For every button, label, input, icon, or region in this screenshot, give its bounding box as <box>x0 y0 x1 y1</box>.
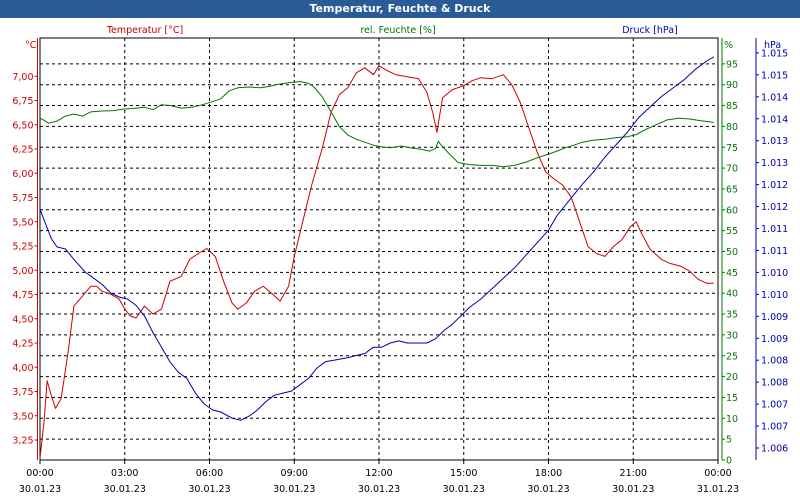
pressure-tick-label: 1.009 <box>761 334 788 345</box>
pressure-tick-label: 1.010 <box>761 268 788 279</box>
temperature-tick-label: 5,00 <box>12 266 33 277</box>
pressure-tick-label: 1.011 <box>761 224 788 235</box>
pressure-tick-label: 1.015 <box>761 48 788 59</box>
x-tick-date-label: 30.01.23 <box>527 484 569 495</box>
x-tick-time-label: 00:00 <box>26 468 53 479</box>
x-tick-date-label: 31.01.23 <box>697 484 739 495</box>
series-line-temperature <box>39 65 714 459</box>
pressure-tick-label: 1.014 <box>761 92 788 103</box>
humidity-tick-label: 20 <box>726 372 738 383</box>
humidity-unit-label: % <box>724 40 733 51</box>
pressure-tick-label: 1.010 <box>761 290 788 301</box>
pressure-tick-label: 1.011 <box>761 246 788 257</box>
chart-title: Temperatur, Feuchte & Druck <box>309 2 491 15</box>
humidity-tick-label: 45 <box>726 268 738 279</box>
pressure-unit-label: hPa <box>764 40 781 51</box>
x-tick-time-label: 03:00 <box>111 468 138 479</box>
temperature-unit-label: °C <box>25 40 37 51</box>
temperature-tick-label: 4,50 <box>12 314 33 325</box>
pressure-tick-label: 1.006 <box>761 444 788 455</box>
legend-humidity: rel. Feuchte [%] <box>360 25 435 36</box>
x-tick-date-label: 30.01.23 <box>188 484 230 495</box>
pressure-tick-label: 1.014 <box>761 114 788 125</box>
pressure-tick-label: 1.008 <box>761 356 788 367</box>
x-tick-date-label: 30.01.23 <box>19 484 61 495</box>
x-tick-date-label: 30.01.23 <box>358 484 400 495</box>
x-tick-time-label: 12:00 <box>365 468 392 479</box>
temperature-tick-label: 4,00 <box>12 363 33 374</box>
pressure-tick-label: 1.007 <box>761 400 788 411</box>
temperature-tick-label: 5,50 <box>12 217 33 228</box>
temperature-tick-label: 3,75 <box>12 387 33 398</box>
humidity-tick-label: 5 <box>726 435 732 446</box>
humidity-tick-label: 40 <box>726 289 738 300</box>
pressure-tick-label: 1.008 <box>761 378 788 389</box>
pressure-tick-label: 1.013 <box>761 136 788 147</box>
x-tick-time-label: 21:00 <box>620 468 647 479</box>
humidity-tick-label: 35 <box>726 310 738 321</box>
humidity-tick-label: 95 <box>726 59 738 70</box>
temperature-tick-label: 5,25 <box>12 242 33 253</box>
humidity-tick-label: 65 <box>726 184 738 195</box>
humidity-tick-label: 25 <box>726 351 738 362</box>
x-tick-date-label: 30.01.23 <box>612 484 654 495</box>
x-tick-date-label: 30.01.23 <box>273 484 315 495</box>
humidity-tick-label: 55 <box>726 226 738 237</box>
pressure-tick-label: 1.015 <box>761 70 788 81</box>
humidity-tick-label: 0 <box>726 456 732 467</box>
pressure-tick-label: 1.013 <box>761 158 788 169</box>
x-tick-date-label: 30.01.23 <box>104 484 146 495</box>
humidity-tick-label: 50 <box>726 247 738 258</box>
humidity-tick-label: 80 <box>726 122 738 133</box>
legend-pressure: Druck [hPa] <box>622 25 678 36</box>
temperature-tick-label: 4,25 <box>12 339 33 350</box>
temperature-tick-label: 6,75 <box>12 96 33 107</box>
temperature-tick-label: 4,75 <box>12 290 33 301</box>
temperature-tick-label: 6,00 <box>12 169 33 180</box>
pressure-tick-label: 1.009 <box>761 312 788 323</box>
x-tick-time-label: 18:00 <box>535 468 562 479</box>
humidity-tick-label: 85 <box>726 101 738 112</box>
humidity-tick-label: 75 <box>726 143 738 154</box>
temperature-tick-label: 7,00 <box>12 72 33 83</box>
x-tick-time-label: 15:00 <box>450 468 477 479</box>
humidity-tick-label: 60 <box>726 205 738 216</box>
pressure-tick-label: 1.007 <box>761 422 788 433</box>
temperature-tick-label: 6,50 <box>12 120 33 131</box>
humidity-tick-label: 90 <box>726 80 738 91</box>
legend-temperature: Temperatur [°C] <box>106 25 183 36</box>
temperature-tick-label: 3,25 <box>12 436 33 447</box>
title-bar: Temperatur, Feuchte & Druck <box>0 0 800 18</box>
x-tick-time-label: 00:00 <box>704 468 731 479</box>
temperature-tick-label: 3,50 <box>12 411 33 422</box>
humidity-tick-label: 10 <box>726 414 738 425</box>
pressure-tick-label: 1.012 <box>761 202 788 213</box>
temperature-tick-label: 6,25 <box>12 145 33 156</box>
x-tick-time-label: 09:00 <box>281 468 308 479</box>
temperature-tick-label: 5,75 <box>12 193 33 204</box>
series-line-pressure <box>39 56 715 421</box>
humidity-tick-label: 70 <box>726 164 738 175</box>
humidity-tick-label: 15 <box>726 393 738 404</box>
pressure-tick-label: 1.012 <box>761 180 788 191</box>
humidity-tick-label: 30 <box>726 330 738 341</box>
series-line-humidity <box>39 81 714 168</box>
x-tick-time-label: 06:00 <box>196 468 223 479</box>
x-tick-date-label: 30.01.23 <box>443 484 485 495</box>
